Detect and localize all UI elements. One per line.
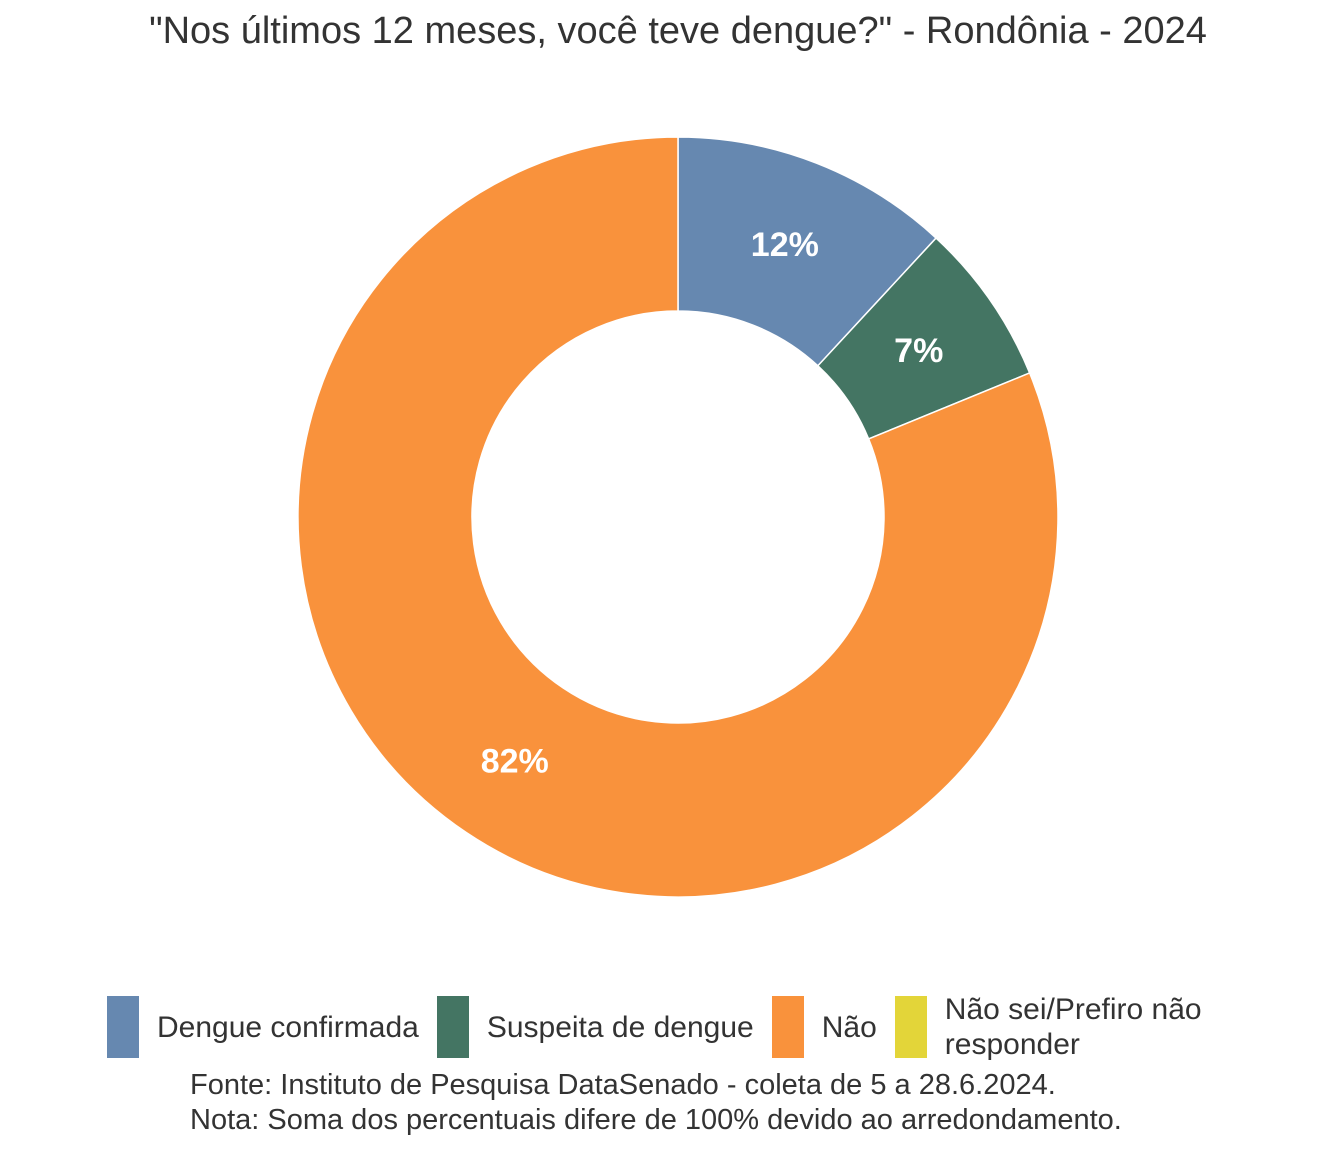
note-text: Nota: Soma dos percentuais difere de 100… <box>190 1104 1122 1136</box>
slice-2 <box>297 136 1059 898</box>
legend-swatch <box>771 996 804 1058</box>
source-note: Fonte: Instituto de Pesquisa DataSenado … <box>190 1068 1122 1138</box>
source-text: Fonte: Instituto de Pesquisa DataSenado … <box>190 1069 1056 1101</box>
legend-label: Não sei/Prefiro não responder <box>944 993 1202 1061</box>
chart-title: "Nos últimos 12 meses, você teve dengue?… <box>149 10 1207 52</box>
legend-item-nao: Não <box>771 996 877 1058</box>
slice-0 <box>677 136 938 367</box>
legend-label: Não <box>821 1010 877 1044</box>
legend-item-nao-sei: Não sei/Prefiro não responder <box>894 992 1235 1062</box>
data-label-1: 7% <box>894 332 943 370</box>
legend-swatch <box>894 996 927 1058</box>
legend-label: Suspeita de dengue <box>486 1010 754 1044</box>
legend-swatch <box>436 996 469 1058</box>
legend-item-suspeita: Suspeita de dengue <box>436 996 754 1058</box>
data-label-0: 12% <box>751 226 819 264</box>
legend-label: Dengue confirmada <box>157 1010 419 1044</box>
data-label-2: 82% <box>481 742 549 780</box>
legend-swatch <box>107 996 139 1058</box>
legend-item-dengue-confirmada: Dengue confirmada <box>107 996 419 1058</box>
legend: Dengue confirmada Suspeita de dengue Não… <box>107 992 1253 1062</box>
